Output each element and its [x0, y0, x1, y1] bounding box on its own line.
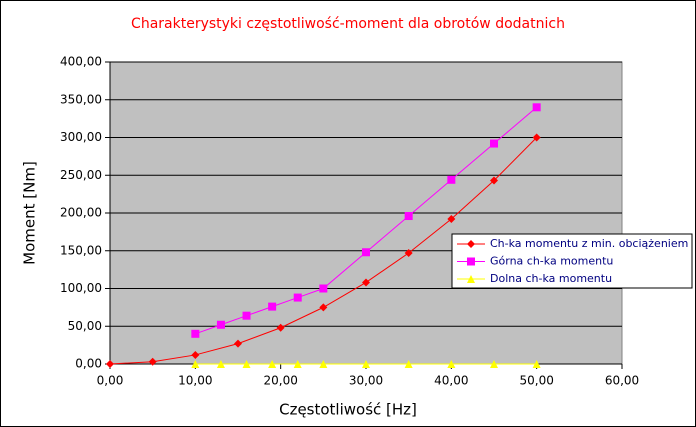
- marker: [532, 133, 541, 142]
- marker: [467, 240, 475, 248]
- marker: [447, 360, 456, 368]
- marker: [532, 360, 541, 368]
- marker: [268, 360, 277, 368]
- marker: [319, 284, 328, 293]
- y-tick-label: 50,00: [68, 319, 102, 333]
- marker: [532, 103, 541, 112]
- y-tick-label: 100,00: [60, 281, 102, 295]
- y-tick-label: 250,00: [60, 168, 102, 182]
- marker: [467, 257, 475, 266]
- marker: [404, 360, 413, 368]
- x-tick-label: 50,00: [519, 374, 553, 388]
- marker: [490, 360, 498, 368]
- marker: [242, 311, 251, 320]
- marker: [319, 303, 328, 312]
- legend-label: Ch-ka momentu z min. obciążeniem: [490, 237, 688, 250]
- marker: [216, 360, 225, 368]
- x-tick-label: 10,00: [178, 374, 212, 388]
- marker: [447, 215, 456, 224]
- marker: [362, 278, 370, 287]
- marker: [234, 339, 242, 348]
- marker: [404, 212, 413, 221]
- x-axis-title: Częstotliwość [Hz]: [279, 401, 417, 419]
- y-tick-label: 400,00: [60, 55, 102, 69]
- marker: [319, 360, 328, 368]
- marker: [362, 248, 370, 257]
- marker: [216, 320, 225, 329]
- marker: [490, 139, 498, 148]
- legend-label: Górna ch-ka momentu: [490, 255, 613, 268]
- chart-title: Charakterystyki częstotliwość-moment dla…: [131, 16, 565, 32]
- legend-label: Dolna ch-ka momentu: [490, 272, 612, 285]
- marker: [191, 360, 200, 368]
- marker: [362, 360, 370, 368]
- marker: [191, 350, 200, 359]
- marker: [293, 360, 302, 368]
- marker: [447, 175, 456, 184]
- y-tick-label: 350,00: [60, 92, 102, 106]
- marker: [293, 293, 302, 302]
- y-tick-label: 0,00: [75, 357, 102, 371]
- legend-box: [451, 233, 693, 289]
- legend: Ch-ka momentu z min. obciążeniem Górna ch…: [451, 233, 693, 289]
- x-tick-label: 30,00: [349, 374, 383, 388]
- x-tick-label: 0,00: [97, 374, 124, 388]
- marker: [467, 275, 475, 283]
- y-tick-label: 200,00: [60, 206, 102, 220]
- marker: [242, 360, 251, 368]
- x-tick-label: 40,00: [434, 374, 468, 388]
- x-tick-label: 60,00: [605, 374, 639, 388]
- y-tick-label: 300,00: [60, 130, 102, 144]
- x-tick-label: 20,00: [263, 374, 297, 388]
- marker: [191, 329, 200, 338]
- marker: [106, 360, 114, 368]
- marker: [268, 302, 277, 311]
- marker: [276, 323, 285, 332]
- y-tick-label: 150,00: [60, 243, 102, 257]
- marker: [490, 176, 498, 185]
- y-axis-title: Moment [Nm]: [21, 161, 39, 265]
- marker: [404, 249, 413, 258]
- marker: [148, 357, 157, 366]
